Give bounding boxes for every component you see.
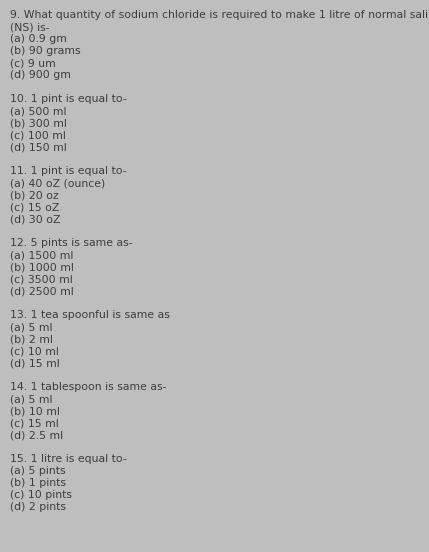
Text: (b) 1 pints: (b) 1 pints bbox=[10, 478, 66, 488]
Text: (a) 500 ml: (a) 500 ml bbox=[10, 106, 66, 116]
Text: (c) 10 pints: (c) 10 pints bbox=[10, 490, 72, 500]
Text: (b) 10 ml: (b) 10 ml bbox=[10, 406, 60, 416]
Text: (c) 15 oZ: (c) 15 oZ bbox=[10, 202, 59, 212]
Text: (a) 40 oZ (ounce): (a) 40 oZ (ounce) bbox=[10, 178, 105, 188]
Text: (d) 2500 ml: (d) 2500 ml bbox=[10, 286, 74, 296]
Text: (c) 100 ml: (c) 100 ml bbox=[10, 130, 66, 140]
Text: (a) 1500 ml: (a) 1500 ml bbox=[10, 250, 73, 260]
Text: (b) 2 ml: (b) 2 ml bbox=[10, 334, 53, 344]
Text: 15. 1 litre is equal to-: 15. 1 litre is equal to- bbox=[10, 454, 127, 464]
Text: (c) 10 ml: (c) 10 ml bbox=[10, 346, 59, 356]
Text: (NS) is-: (NS) is- bbox=[10, 22, 50, 32]
Text: 13. 1 tea spoonful is same as: 13. 1 tea spoonful is same as bbox=[10, 310, 170, 320]
Text: (d) 2 pints: (d) 2 pints bbox=[10, 502, 66, 512]
Text: (b) 20 oz: (b) 20 oz bbox=[10, 190, 59, 200]
Text: (b) 1000 ml: (b) 1000 ml bbox=[10, 262, 74, 272]
Text: (d) 30 oZ: (d) 30 oZ bbox=[10, 214, 60, 224]
Text: (c) 9 um: (c) 9 um bbox=[10, 58, 56, 68]
Text: 10. 1 pint is equal to-: 10. 1 pint is equal to- bbox=[10, 94, 127, 104]
Text: 14. 1 tablespoon is same as-: 14. 1 tablespoon is same as- bbox=[10, 382, 166, 392]
Text: 12. 5 pints is same as-: 12. 5 pints is same as- bbox=[10, 238, 133, 248]
Text: (c) 15 ml: (c) 15 ml bbox=[10, 418, 59, 428]
Text: (b) 90 grams: (b) 90 grams bbox=[10, 46, 81, 56]
Text: 11. 1 pint is equal to-: 11. 1 pint is equal to- bbox=[10, 166, 127, 176]
Text: (d) 150 ml: (d) 150 ml bbox=[10, 142, 67, 152]
Text: (b) 300 ml: (b) 300 ml bbox=[10, 118, 67, 128]
Text: (d) 2.5 ml: (d) 2.5 ml bbox=[10, 430, 63, 440]
Text: 9. What quantity of sodium chloride is required to make 1 litre of normal saline: 9. What quantity of sodium chloride is r… bbox=[10, 10, 429, 20]
Text: (c) 3500 ml: (c) 3500 ml bbox=[10, 274, 73, 284]
Text: (d) 15 ml: (d) 15 ml bbox=[10, 358, 60, 368]
Text: (a) 5 ml: (a) 5 ml bbox=[10, 322, 52, 332]
Text: (a) 5 pints: (a) 5 pints bbox=[10, 466, 66, 476]
Text: (a) 5 ml: (a) 5 ml bbox=[10, 394, 52, 404]
Text: (d) 900 gm: (d) 900 gm bbox=[10, 70, 71, 80]
Text: (a) 0.9 gm: (a) 0.9 gm bbox=[10, 34, 67, 44]
